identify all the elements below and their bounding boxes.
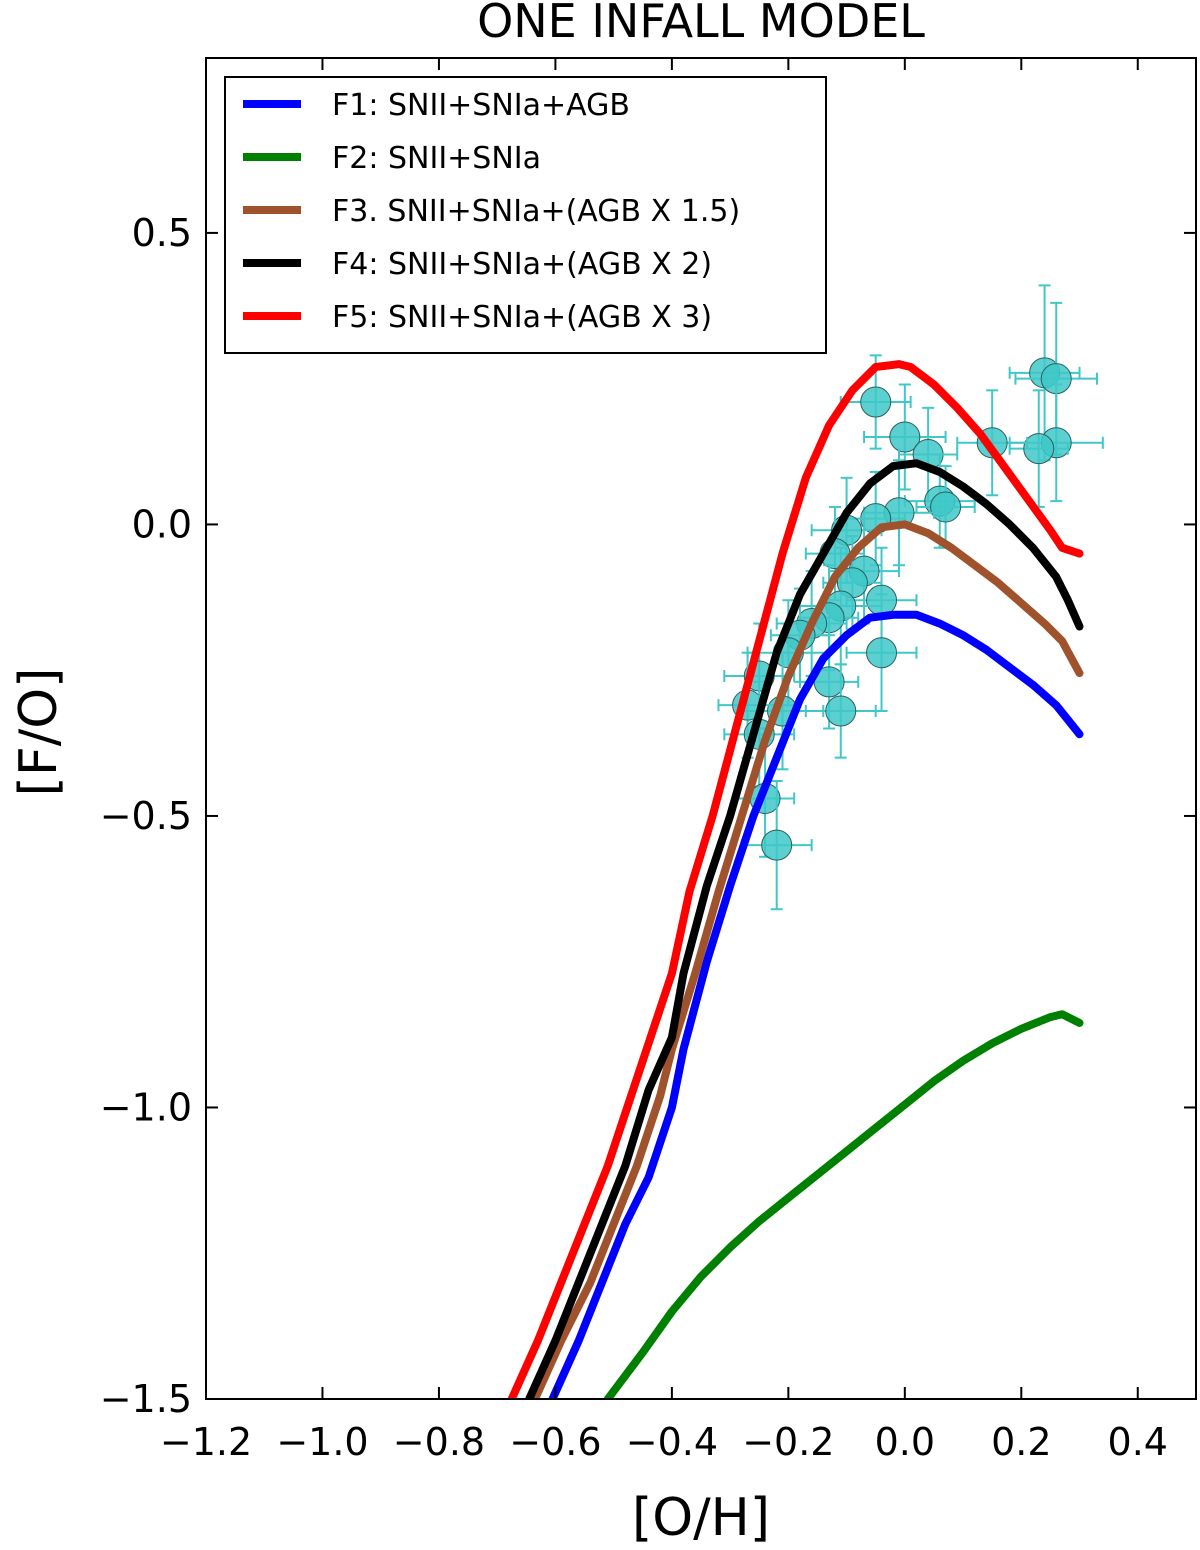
legend-label: F4: SNII+SNIa+(AGB X 2)	[332, 247, 712, 282]
x-tick-label: −0.8	[393, 1420, 485, 1464]
legend-label: F3. SNII+SNIa+(AGB X 1.5)	[332, 194, 740, 229]
observations-layer	[717, 284, 1104, 911]
observation-point	[863, 383, 947, 491]
legend-label: F1: SNII+SNIa+AGB	[332, 88, 630, 123]
x-tick-label: 0.2	[991, 1420, 1051, 1464]
x-tick-label: −0.2	[742, 1420, 834, 1464]
legend-entry: F3. SNII+SNIa+(AGB X 1.5)	[243, 194, 740, 229]
chart-title: ONE INFALL MODEL	[477, 0, 925, 48]
y-tick-label: −1.5	[100, 1377, 192, 1421]
legend-entry: F2: SNII+SNIa	[243, 141, 541, 176]
observation-point	[839, 354, 912, 450]
observation-marker	[860, 386, 892, 418]
y-tick-label: 0.0	[132, 502, 192, 546]
legend-entry: F1: SNII+SNIa+AGB	[243, 88, 630, 123]
observation-marker	[825, 695, 857, 727]
y-tick-label: −0.5	[100, 794, 192, 838]
legend-entry: F5: SNII+SNIa+(AGB X 3)	[243, 300, 712, 335]
legend-entry: F4: SNII+SNIa+(AGB X 2)	[243, 247, 712, 282]
ticks-layer: −1.2 −1.0 −0.8 −0.6 −0.4 −0.2 0.0 0.2 0.4 −1.5 −1.…	[100, 58, 1196, 1464]
series-line-f1	[548, 610, 1084, 1399]
y-tick-label: 0.5	[132, 211, 192, 255]
x-tick-label: −0.4	[626, 1420, 718, 1464]
y-tick-label: −1.0	[100, 1085, 192, 1129]
observation-marker	[930, 491, 962, 523]
x-tick-label: 0.0	[875, 1420, 935, 1464]
series-line-f4	[525, 459, 1084, 1399]
observation-marker	[866, 637, 898, 669]
observation-marker	[761, 829, 793, 861]
x-tick-label: −1.0	[276, 1420, 368, 1464]
x-tick-label: −1.2	[160, 1420, 252, 1464]
observation-marker	[889, 421, 921, 453]
y-axis-label: [F/O]	[9, 668, 69, 797]
series-line-f5	[507, 360, 1084, 1399]
observation-marker	[1023, 433, 1055, 465]
observation-point	[1014, 301, 1098, 456]
plot-frame	[205, 57, 1197, 1400]
legend-label: F5: SNII+SNIa+(AGB X 3)	[332, 300, 712, 335]
legend-label: F2: SNII+SNIa	[332, 141, 541, 176]
series-layer	[507, 360, 1084, 1399]
legend: F1: SNII+SNIa+AGB F2: SNII+SNIa F3. SNII+S…	[224, 76, 827, 354]
series-line-f3	[531, 520, 1084, 1399]
x-axis-label: [O/H]	[632, 1488, 770, 1548]
series-line-f2	[603, 1010, 1084, 1399]
observation-point	[863, 459, 935, 567]
observation-point	[1008, 389, 1069, 508]
x-tick-label: 0.4	[1108, 1420, 1168, 1464]
x-tick-label: −0.6	[509, 1420, 601, 1464]
legend-frame	[224, 76, 827, 354]
observation-point	[956, 389, 1029, 497]
